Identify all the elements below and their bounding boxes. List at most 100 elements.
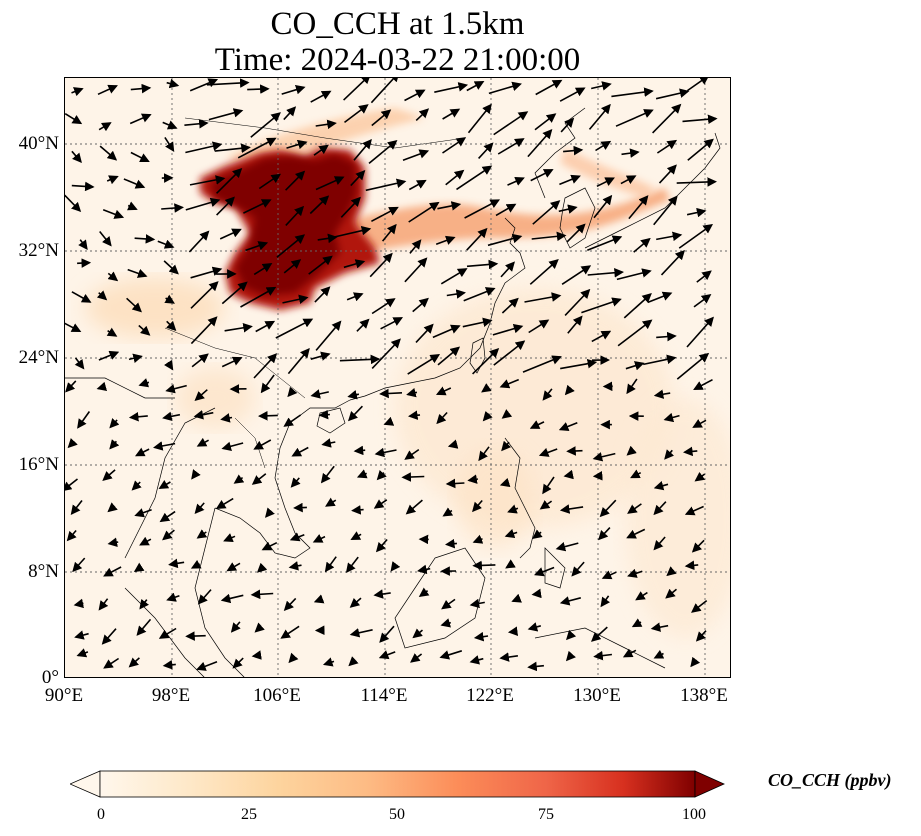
wind-arrow bbox=[123, 178, 146, 189]
wind-arrow bbox=[162, 529, 175, 541]
wind-arrow bbox=[282, 294, 309, 304]
wind-arrow bbox=[166, 592, 180, 602]
wind-arrow bbox=[463, 287, 496, 302]
wind-arrow bbox=[435, 235, 456, 245]
wind-arrow bbox=[138, 378, 150, 388]
wind-arrow bbox=[501, 409, 513, 419]
wind-arrow bbox=[280, 625, 300, 639]
wind-arrow bbox=[106, 327, 118, 337]
wind-arrow bbox=[599, 499, 617, 518]
colorbar-tick-75: 75 bbox=[538, 806, 554, 823]
wind-arrow bbox=[161, 203, 184, 213]
wind-arrow bbox=[567, 315, 583, 334]
wind-arrow bbox=[412, 297, 429, 313]
wind-arrow bbox=[563, 469, 574, 480]
wind-arrow bbox=[432, 324, 461, 339]
lon-tick-122e: 122°E bbox=[466, 685, 514, 706]
wind-arrow bbox=[196, 437, 209, 447]
wind-arrow bbox=[626, 528, 646, 539]
wind-arrow bbox=[528, 319, 550, 334]
colorbar-tick-50: 50 bbox=[389, 806, 405, 823]
wind-arrow bbox=[691, 539, 705, 553]
wind-arrow bbox=[615, 109, 654, 127]
wind-arrow bbox=[466, 259, 499, 270]
wind-arrow bbox=[658, 164, 677, 184]
wind-arrow bbox=[655, 88, 690, 100]
wind-arrow bbox=[440, 618, 452, 628]
wind-arrow bbox=[166, 78, 180, 89]
wind-arrow bbox=[529, 420, 545, 429]
wind-arrow bbox=[216, 167, 243, 194]
wind-arrow bbox=[343, 78, 371, 101]
wind-arrow bbox=[676, 352, 710, 380]
wind-arrow bbox=[136, 618, 152, 636]
wind-arrow bbox=[493, 340, 526, 366]
wind-arrow bbox=[564, 288, 591, 316]
wind-arrow bbox=[542, 476, 555, 495]
wind-arrow bbox=[253, 263, 273, 276]
wind-arrow bbox=[472, 534, 484, 544]
wind-arrow bbox=[686, 78, 710, 92]
wind-arrow bbox=[65, 478, 78, 492]
wind-arrow bbox=[665, 588, 678, 599]
wind-arrow bbox=[350, 531, 362, 540]
wind-arrow bbox=[184, 118, 209, 129]
wind-arrow bbox=[653, 389, 671, 399]
wind-arrow bbox=[164, 359, 174, 371]
wind-arrow bbox=[214, 143, 251, 154]
wind-arrow bbox=[628, 195, 649, 220]
wind-arrow bbox=[74, 630, 89, 640]
wind-arrow bbox=[258, 173, 282, 190]
wind-arrow bbox=[168, 558, 185, 569]
wind-arrow bbox=[478, 142, 494, 159]
wind-arrow bbox=[442, 137, 467, 154]
wind-arrow bbox=[441, 598, 456, 610]
wind-arrow bbox=[456, 165, 493, 191]
wind-arrow bbox=[492, 323, 524, 336]
wind-arrow bbox=[693, 378, 713, 390]
wind-arrow bbox=[663, 412, 680, 423]
wind-arrow bbox=[692, 419, 707, 428]
wind-arrow bbox=[380, 317, 404, 330]
wind-arrow bbox=[566, 629, 577, 641]
wind-arrow bbox=[185, 141, 223, 154]
map-title: CO_CCH at 1.5km bbox=[270, 6, 525, 42]
wind-arrow bbox=[190, 559, 202, 569]
wind-arrow bbox=[133, 562, 145, 572]
wind-arrow bbox=[381, 223, 397, 242]
wind-arrow bbox=[339, 354, 381, 365]
wind-arrow bbox=[445, 169, 465, 186]
wind-arrow bbox=[587, 235, 623, 251]
wind-arrow bbox=[131, 480, 142, 491]
wind-arrow bbox=[531, 231, 567, 242]
wind-arrow bbox=[250, 112, 281, 138]
wind-arrow bbox=[101, 628, 117, 645]
wind-arrow bbox=[340, 196, 361, 218]
wind-arrow bbox=[194, 389, 208, 401]
wind-arrow bbox=[130, 151, 150, 163]
wind-arrow bbox=[128, 353, 143, 363]
wind-arrow bbox=[356, 318, 370, 332]
wind-arrow bbox=[466, 227, 488, 251]
wind-arrow bbox=[472, 560, 496, 571]
wind-arrow bbox=[527, 661, 544, 672]
wind-arrow bbox=[221, 281, 248, 305]
wind-arrow bbox=[129, 113, 152, 125]
wind-arrow bbox=[221, 356, 243, 368]
wind-arrow bbox=[128, 657, 140, 668]
wind-arrow bbox=[611, 87, 654, 98]
wind-arrow bbox=[507, 176, 525, 186]
wind-arrow bbox=[371, 338, 401, 369]
wind-arrow bbox=[530, 169, 554, 182]
wind-arrow bbox=[656, 331, 677, 342]
wind-arrow bbox=[683, 446, 698, 457]
wind-arrow bbox=[559, 504, 584, 514]
lon-tick-138e: 138°E bbox=[680, 685, 728, 706]
wind-arrow bbox=[447, 439, 459, 449]
wind-arrow bbox=[350, 170, 366, 187]
wind-arrow bbox=[690, 656, 701, 668]
lat-tick-16n: 16°N bbox=[18, 454, 59, 475]
wind-arrow bbox=[409, 239, 422, 254]
wind-arrow bbox=[220, 413, 233, 423]
wind-arrow bbox=[322, 657, 335, 667]
